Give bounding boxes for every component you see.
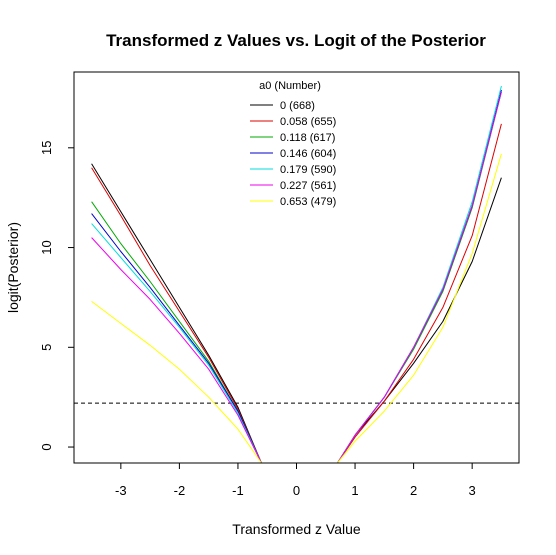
- series-line-2-right: [337, 123, 502, 464]
- legend-item-label: 0.118 (617): [280, 132, 335, 144]
- x-tick-label: 0: [293, 483, 300, 498]
- chart-title: Transformed z Values vs. Logit of the Po…: [106, 31, 486, 50]
- x-tick-label: -1: [232, 483, 244, 498]
- x-tick-label: 2: [410, 483, 417, 498]
- legend-item-label: 0.058 (655): [280, 116, 336, 128]
- legend-item-label: 0 (668): [280, 100, 315, 112]
- x-tick-label: 3: [469, 483, 476, 498]
- y-tick-label: 10: [39, 240, 54, 254]
- series-line-2-left: [91, 167, 262, 464]
- series-line-1-right: [337, 177, 502, 464]
- series-line-1-left: [91, 163, 262, 464]
- series-line-4-right: [337, 89, 502, 464]
- x-axis-label: Transformed z Value: [232, 521, 361, 537]
- x-tick-label: 1: [351, 483, 358, 498]
- series-line-5-left: [91, 223, 262, 464]
- x-tick-label: -2: [174, 483, 186, 498]
- legend-title: a0 (Number): [259, 80, 321, 92]
- plot-frame: [73, 71, 520, 464]
- series-line-7-left: [91, 301, 262, 464]
- series-line-6-right: [337, 91, 502, 464]
- y-tick-label: 15: [39, 141, 54, 155]
- legend: a0 (Number) 0 (668) 0.058 (655) 0.118 (617…: [250, 80, 336, 208]
- series-line-4-left: [91, 213, 262, 464]
- legend-item-label: 0.653 (479): [280, 196, 336, 208]
- series-line-6-left: [91, 237, 262, 464]
- series-line-5-right: [337, 85, 502, 464]
- series-line-3-left: [91, 201, 262, 464]
- x-tick-label: -3: [115, 483, 127, 498]
- y-tick-label: 0: [39, 443, 54, 450]
- series-line-3-right: [337, 91, 502, 464]
- y-tick-label: 5: [39, 344, 54, 351]
- axes-layer: -3 -2 -1 0 1 2 3 0 5 10 15: [39, 141, 476, 498]
- series-layer: [91, 85, 502, 464]
- legend-item-label: 0.146 (604): [280, 148, 336, 160]
- legend-item-label: 0.227 (561): [280, 180, 336, 192]
- series-line-7-right: [337, 153, 502, 464]
- legend-item-label: 0.179 (590): [280, 164, 336, 176]
- y-axis-label: logit(Posterior): [5, 222, 21, 313]
